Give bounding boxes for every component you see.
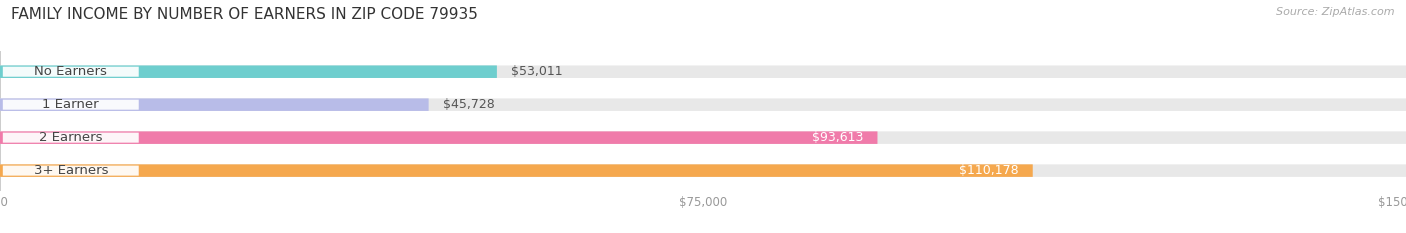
FancyBboxPatch shape [0,131,877,144]
Text: Source: ZipAtlas.com: Source: ZipAtlas.com [1277,7,1395,17]
Text: $110,178: $110,178 [959,164,1019,177]
FancyBboxPatch shape [0,65,1406,78]
Text: No Earners: No Earners [34,65,107,78]
Text: $53,011: $53,011 [510,65,562,78]
FancyBboxPatch shape [0,164,1406,177]
Text: 1 Earner: 1 Earner [42,98,98,111]
FancyBboxPatch shape [0,131,1406,144]
Text: FAMILY INCOME BY NUMBER OF EARNERS IN ZIP CODE 79935: FAMILY INCOME BY NUMBER OF EARNERS IN ZI… [11,7,478,22]
Text: $93,613: $93,613 [813,131,863,144]
FancyBboxPatch shape [0,65,496,78]
Text: 3+ Earners: 3+ Earners [34,164,108,177]
Text: 2 Earners: 2 Earners [39,131,103,144]
FancyBboxPatch shape [3,133,139,143]
FancyBboxPatch shape [3,100,139,110]
Text: $45,728: $45,728 [443,98,495,111]
FancyBboxPatch shape [3,67,139,77]
FancyBboxPatch shape [0,98,1406,111]
FancyBboxPatch shape [3,166,139,176]
FancyBboxPatch shape [0,164,1033,177]
FancyBboxPatch shape [0,98,429,111]
